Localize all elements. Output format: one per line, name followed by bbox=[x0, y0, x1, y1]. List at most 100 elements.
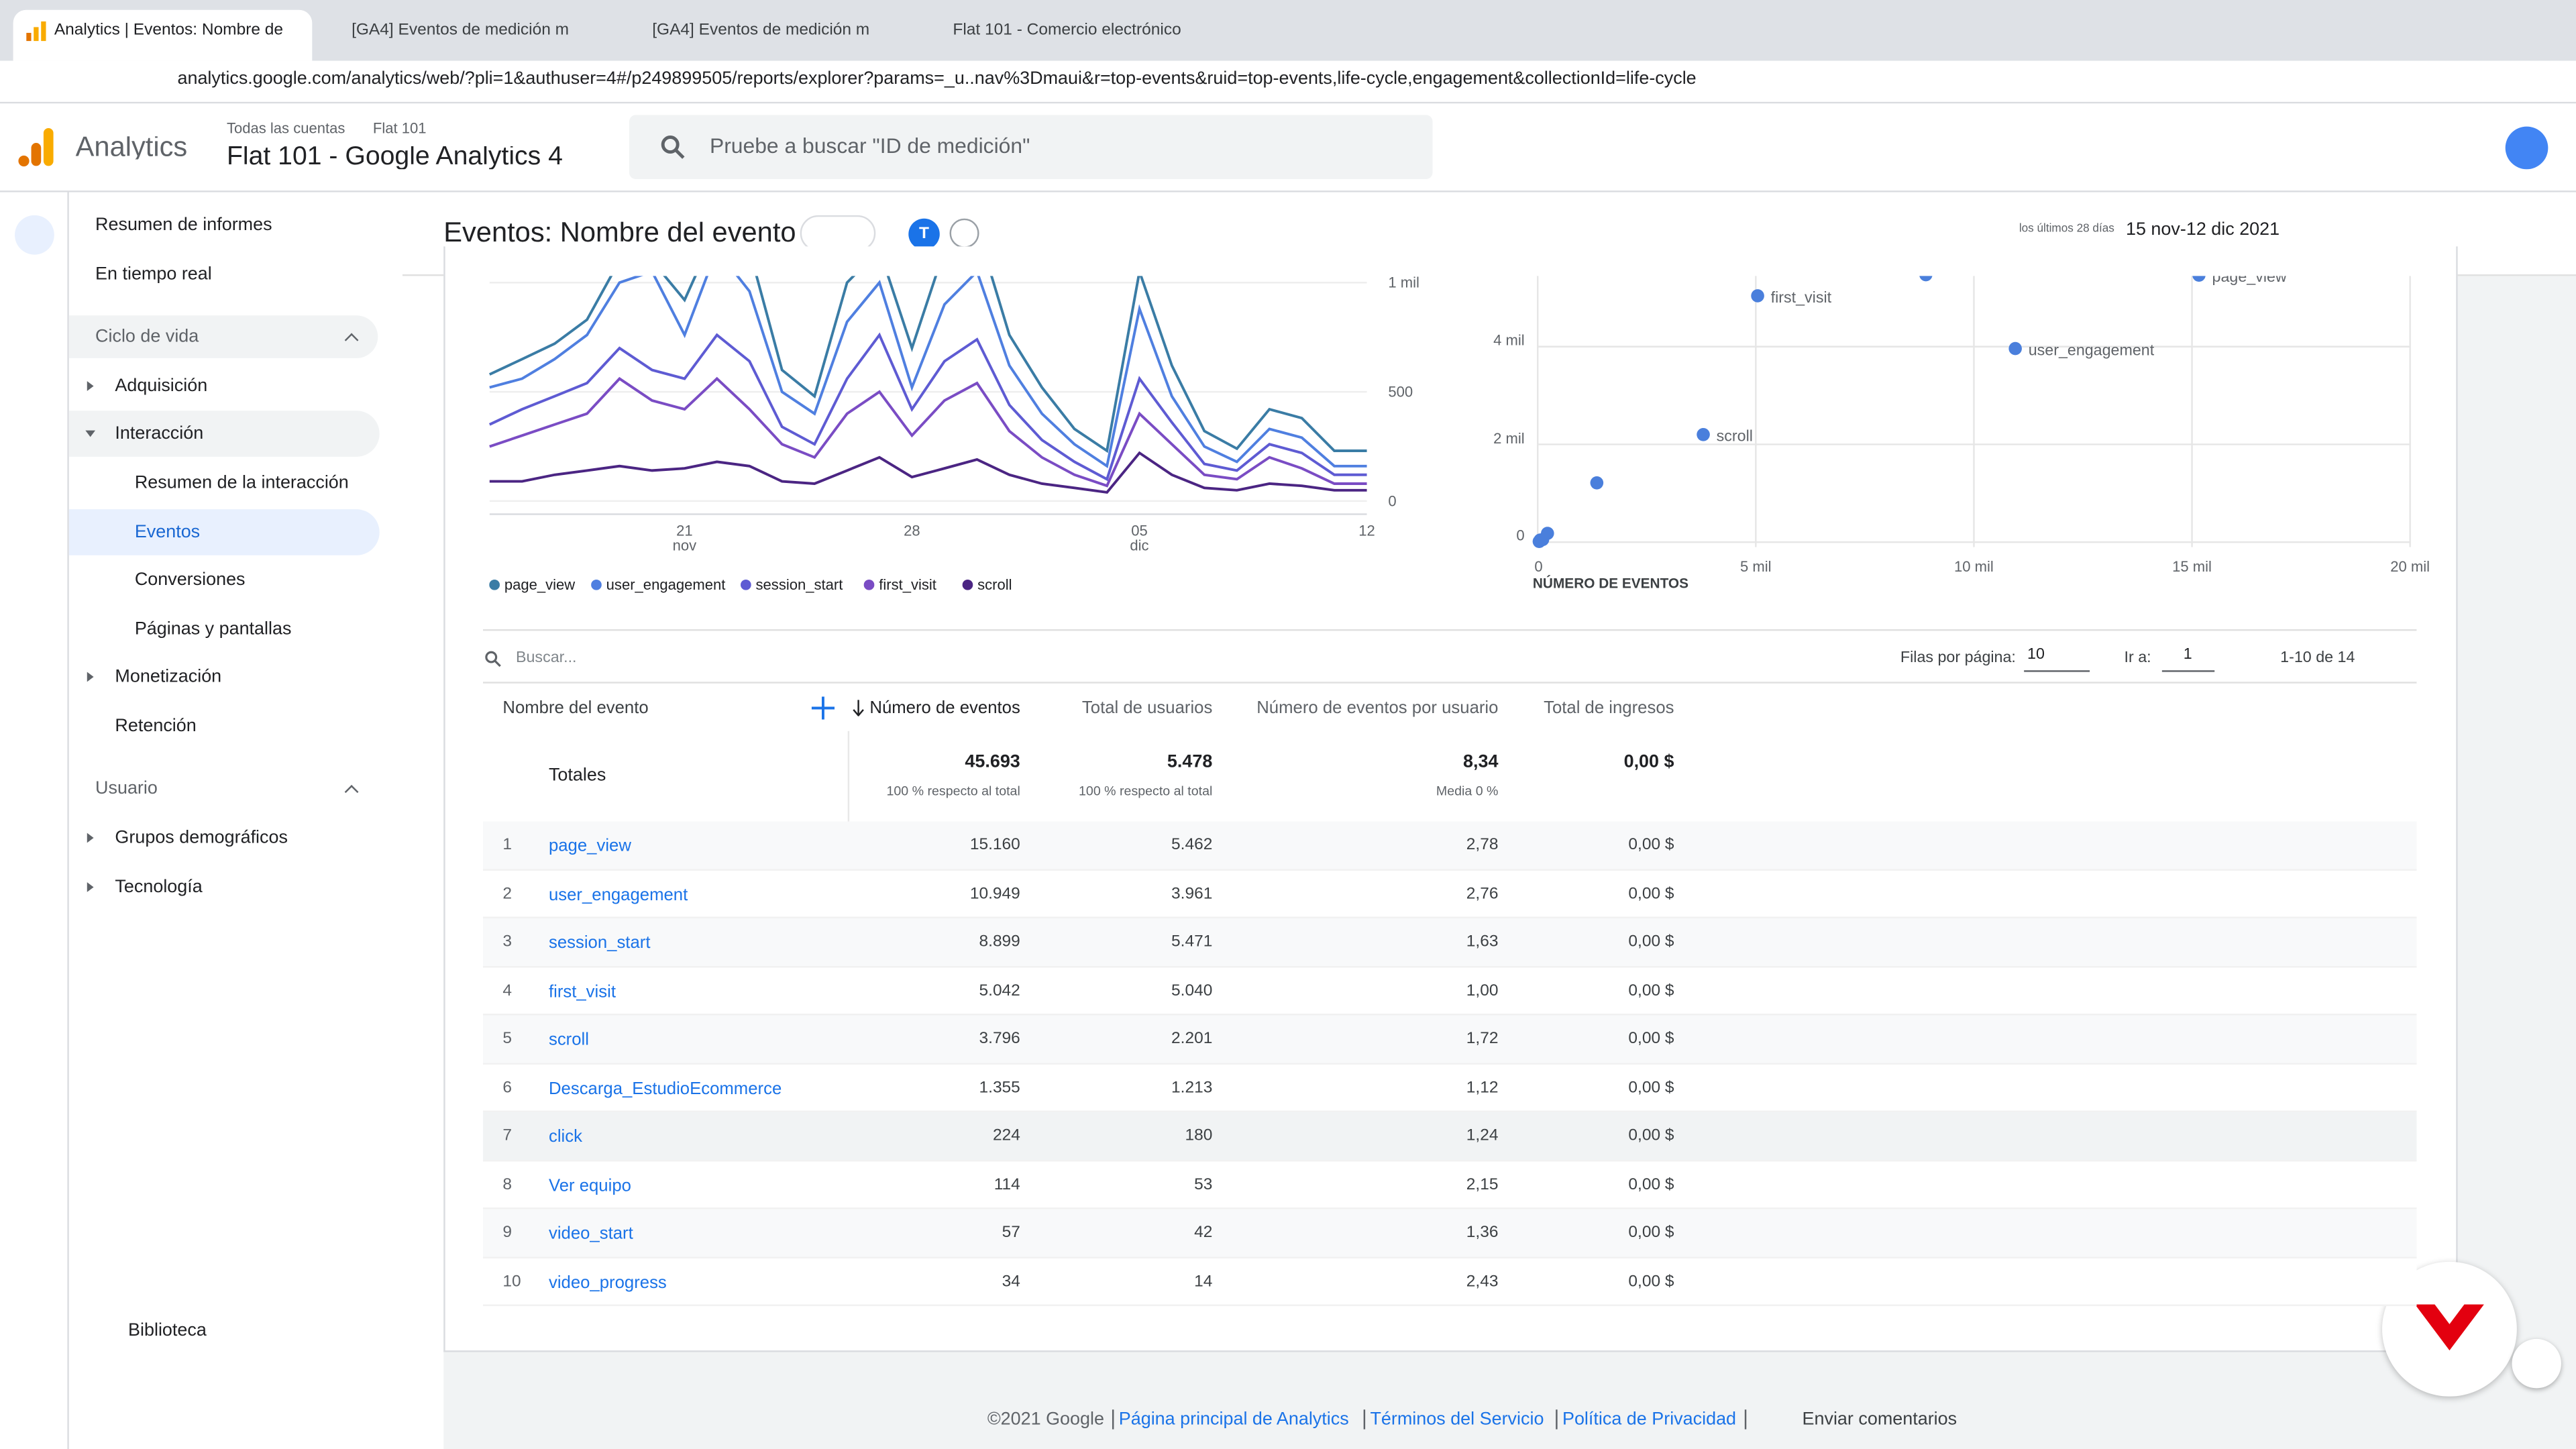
column-header[interactable]: Número de eventos bbox=[869, 698, 1020, 718]
account-avatar[interactable] bbox=[2505, 126, 2548, 170]
y-tick-label: 1 mil bbox=[1388, 274, 1419, 291]
footer-link[interactable]: Política de Privacidad bbox=[1562, 1409, 1737, 1430]
sidebar-item[interactable]: Monetización bbox=[115, 667, 222, 688]
row-index: 1 bbox=[502, 836, 513, 855]
rows-per-page[interactable]: 10 bbox=[2027, 645, 2045, 664]
scatter-point bbox=[2192, 276, 2206, 282]
browser-tab[interactable]: [GA4] Eventos de medición m bbox=[352, 21, 570, 40]
row-value: 5.471 bbox=[1171, 933, 1213, 951]
row-value: 5.462 bbox=[1171, 836, 1213, 855]
y-tick-label: 4 mil bbox=[1493, 331, 1525, 349]
avatar-chip[interactable] bbox=[908, 218, 940, 250]
browser-tab[interactable]: Analytics | Eventos: Nombre de bbox=[54, 21, 284, 40]
sidebar-item[interactable]: Resumen de la interacción bbox=[134, 473, 349, 493]
row-value: 1,24 bbox=[1466, 1127, 1499, 1145]
row-value: 0,00 $ bbox=[1628, 836, 1674, 855]
report-title: Eventos: Nombre del evento bbox=[443, 221, 796, 245]
open-group-bg bbox=[68, 411, 380, 458]
column-header[interactable]: Nombre del evento bbox=[502, 698, 649, 718]
goto-input-line bbox=[2161, 670, 2215, 672]
row-value: 1.213 bbox=[1171, 1078, 1213, 1097]
table-row bbox=[483, 1209, 2417, 1258]
scatter-point bbox=[1751, 289, 1764, 303]
sidebar-section-bg bbox=[68, 315, 378, 359]
feedback-button[interactable] bbox=[2512, 1338, 2561, 1389]
point-label: scroll bbox=[1717, 427, 1753, 445]
nav-rail bbox=[0, 192, 69, 1449]
sidebar-item[interactable]: Resumen de informes bbox=[95, 215, 272, 235]
event-name-link[interactable]: session_start bbox=[548, 933, 651, 953]
breadcrumb[interactable]: Todas las cuentas bbox=[226, 119, 345, 137]
column-header[interactable]: Total de ingresos bbox=[1544, 698, 1674, 718]
sort-arrow bbox=[853, 700, 864, 716]
row-value: 0,00 $ bbox=[1628, 933, 1674, 951]
row-value: 0,00 $ bbox=[1628, 1224, 1674, 1242]
sidebar-library[interactable]: Biblioteca bbox=[128, 1320, 207, 1341]
row-value: 3.796 bbox=[979, 1030, 1020, 1049]
column-header[interactable]: Número de eventos por usuario bbox=[1256, 698, 1499, 718]
toolbar bbox=[0, 60, 2576, 104]
sidebar-item[interactable]: Interacción bbox=[115, 424, 204, 444]
sidebar-item[interactable]: Páginas y pantallas bbox=[134, 619, 292, 639]
add-dimension-icon[interactable] bbox=[811, 696, 835, 720]
footer-link[interactable]: Términos del Servicio bbox=[1370, 1409, 1544, 1430]
line-series bbox=[488, 276, 1367, 453]
legend-swatch bbox=[962, 580, 973, 590]
row-index: 10 bbox=[502, 1272, 521, 1291]
legend-label: session_start bbox=[755, 576, 843, 594]
row-value: 2,43 bbox=[1466, 1272, 1499, 1291]
goto-input[interactable]: 1 bbox=[2183, 645, 2192, 664]
sidebar-item[interactable]: Adquisición bbox=[115, 376, 208, 396]
search-box[interactable] bbox=[629, 115, 1433, 179]
column-header[interactable]: Total de usuarios bbox=[1081, 698, 1213, 718]
event-name-link[interactable]: video_progress bbox=[548, 1272, 667, 1293]
sidebar-item[interactable]: Retención bbox=[115, 716, 197, 736]
date-range[interactable]: 15 nov-12 dic 2021 bbox=[2125, 220, 2280, 240]
sidebar-item[interactable]: Tecnología bbox=[115, 876, 203, 897]
event-name-link[interactable]: first_visit bbox=[548, 981, 616, 1002]
legend-label: user_engagement bbox=[606, 576, 726, 594]
event-name-link[interactable]: user_engagement bbox=[548, 884, 688, 905]
brand-mark bbox=[2415, 1304, 2484, 1351]
row-value: 114 bbox=[994, 1175, 1020, 1194]
row-index: 5 bbox=[502, 1030, 513, 1049]
table-row bbox=[483, 967, 2417, 1016]
event-name-link[interactable]: scroll bbox=[548, 1030, 589, 1050]
event-name-link[interactable]: page_view bbox=[548, 836, 631, 856]
scatter-point bbox=[1697, 428, 1710, 441]
event-name-link[interactable]: video_start bbox=[548, 1224, 633, 1244]
sidebar-item[interactable]: En tiempo real bbox=[95, 264, 212, 284]
sidebar-item[interactable]: Eventos bbox=[134, 521, 201, 541]
row-value: 1,72 bbox=[1466, 1030, 1499, 1049]
browser-tab[interactable]: Flat 101 - Comercio electrónico bbox=[953, 21, 1181, 40]
x-axis-title: NÚMERO DE EVENTOS bbox=[1532, 575, 1689, 592]
row-index: 6 bbox=[502, 1078, 513, 1097]
scatter-point bbox=[1532, 535, 1546, 548]
browser-tab[interactable]: [GA4] Eventos de medición m bbox=[652, 21, 870, 40]
footer-separator bbox=[1744, 1409, 1747, 1430]
expand-caret bbox=[87, 672, 94, 683]
sidebar-item[interactable]: Usuario bbox=[95, 779, 158, 800]
breadcrumb[interactable]: Flat 101 bbox=[372, 119, 427, 137]
x-tick-label: 21 nov bbox=[672, 524, 697, 554]
table-row bbox=[483, 1015, 2417, 1064]
page-range: 1-10 de 14 bbox=[2280, 649, 2355, 667]
event-name-link[interactable]: Descarga_EstudioEcommerce bbox=[548, 1078, 782, 1099]
sidebar-item[interactable]: Conversiones bbox=[134, 570, 246, 590]
table-row bbox=[483, 1063, 2417, 1112]
event-name-link[interactable]: click bbox=[548, 1127, 582, 1147]
expand-caret bbox=[87, 833, 94, 843]
sidebar-item[interactable]: Grupos demográficos bbox=[115, 828, 288, 848]
row-index: 7 bbox=[502, 1127, 513, 1145]
event-name-link[interactable]: Ver equipo bbox=[548, 1175, 631, 1195]
footer-feedback[interactable]: Enviar comentarios bbox=[1802, 1409, 1957, 1430]
rail-icon-reports[interactable] bbox=[15, 215, 54, 255]
property-name[interactable]: Flat 101 - Google Analytics 4 bbox=[226, 146, 563, 170]
sidebar-item[interactable]: Ciclo de vida bbox=[95, 327, 199, 347]
x-tick-label: 20 mil bbox=[2390, 558, 2430, 576]
total-value: 45.693 bbox=[965, 752, 1020, 773]
table-search[interactable]: Buscar... bbox=[515, 649, 577, 667]
footer-link[interactable]: Página principal de Analytics bbox=[1118, 1409, 1349, 1430]
